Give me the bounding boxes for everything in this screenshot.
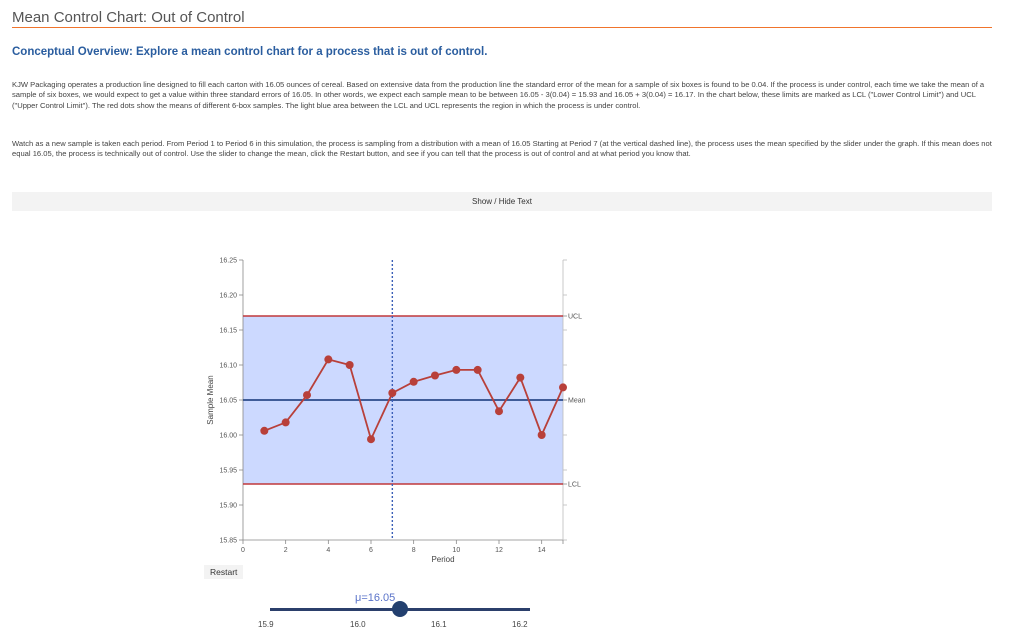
- y-tick-label: 16.20: [219, 293, 237, 300]
- sample-mean-point: [537, 431, 546, 439]
- y-axis-label: Sample Mean: [206, 375, 215, 424]
- lcl-label: LCL: [568, 482, 581, 489]
- slider-tick-label: 15.9: [258, 620, 274, 629]
- sample-mean-point: [324, 355, 333, 364]
- y-tick-label: 15.95: [219, 468, 237, 475]
- x-tick-label: 2: [284, 547, 288, 554]
- sample-mean-point: [409, 377, 418, 386]
- slider-tick-label: 16.1: [431, 620, 447, 629]
- sample-mean-point: [281, 418, 290, 427]
- show-hide-text-button[interactable]: Show / Hide Text: [12, 192, 992, 211]
- y-tick-label: 15.85: [219, 538, 237, 545]
- restart-button[interactable]: Restart: [204, 565, 244, 579]
- sample-mean-point: [260, 426, 269, 435]
- sample-mean-point: [516, 373, 525, 382]
- sample-mean-point: [559, 383, 567, 392]
- x-axis-label: Period: [431, 555, 454, 564]
- sample-mean-point: [473, 365, 482, 374]
- ucl-label: UCL: [568, 314, 582, 321]
- sample-mean-point: [367, 435, 375, 444]
- x-tick-label: 14: [538, 547, 546, 554]
- slider-tick-label: 16.2: [512, 620, 528, 629]
- y-tick-label: 16.00: [219, 433, 237, 440]
- title-divider: [12, 27, 992, 28]
- sample-mean-point: [452, 365, 461, 374]
- sample-mean-point: [345, 361, 354, 369]
- page-title: Mean Control Chart: Out of Control: [12, 9, 245, 26]
- y-tick-label: 15.90: [219, 503, 237, 510]
- x-tick-label: 10: [452, 547, 460, 554]
- x-tick-label: 0: [241, 547, 245, 554]
- sample-mean-point: [495, 407, 503, 416]
- mean-label: Mean: [568, 398, 586, 405]
- sample-mean-point: [431, 371, 439, 380]
- x-tick-label: 6: [369, 547, 373, 554]
- x-tick-label: 8: [412, 547, 416, 554]
- y-tick-label: 16.05: [219, 398, 237, 405]
- intro-paragraph: KJW Packaging operates a production line…: [12, 80, 985, 110]
- x-tick-label: 4: [326, 547, 330, 554]
- sample-mean-point: [303, 391, 311, 400]
- y-tick-label: 16.10: [219, 363, 237, 370]
- section-subtitle: Conceptual Overview: Explore a mean cont…: [12, 46, 488, 58]
- y-tick-label: 16.15: [219, 328, 237, 335]
- sample-mean-point: [388, 389, 397, 397]
- mean-slider-handle[interactable]: [392, 601, 408, 617]
- y-tick-label: 16.25: [219, 258, 237, 265]
- x-tick-label: 12: [495, 547, 503, 554]
- mean-slider-value: μ=16.05: [355, 592, 396, 604]
- slider-tick-label: 16.0: [350, 620, 366, 629]
- instructions-paragraph: Watch as a new sample is taken each peri…: [12, 139, 992, 159]
